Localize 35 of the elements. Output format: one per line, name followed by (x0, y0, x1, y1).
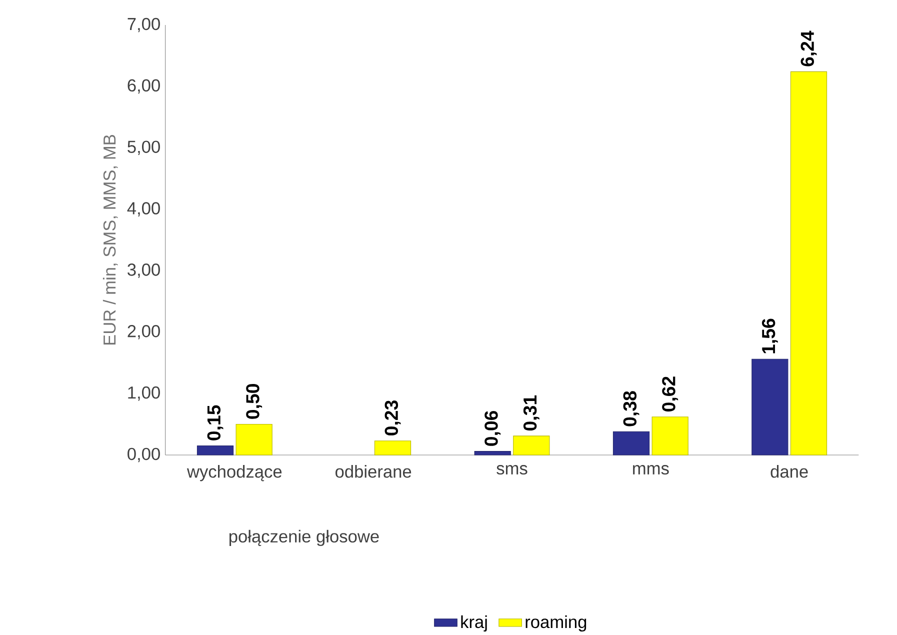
data-label: 0,31 (523, 395, 540, 430)
bar (790, 71, 828, 456)
data-label: 0,06 (484, 410, 501, 446)
data-label: 6,24 (800, 30, 817, 66)
bar (652, 416, 688, 456)
bar (474, 450, 511, 456)
x-tick-label: sms (496, 464, 528, 474)
data-label: 0,38 (623, 391, 640, 426)
x-tick-label: wychodzące (186, 464, 282, 482)
y-tick-label: 1,00 (128, 386, 160, 401)
y-axis-title: EUR / min, SMS, MMS, MB (102, 134, 118, 344)
data-label: 1,56 (762, 318, 778, 354)
y-tick-label: 3,00 (128, 263, 160, 278)
y-tick-label: 4,00 (127, 202, 160, 216)
bar (752, 358, 788, 456)
data-label: 0,23 (384, 400, 401, 436)
y-tick-label: 0,00 (128, 448, 160, 462)
y-tick-label: 2,00 (128, 324, 160, 340)
bar (374, 440, 412, 456)
bar (196, 445, 234, 456)
y-tick-label: 7,00 (128, 18, 160, 32)
legend-label: kraj (461, 615, 487, 632)
y-tick-label: 5,00 (128, 140, 160, 155)
text: połączenie głosowe (229, 530, 379, 546)
legend-label: roaming (526, 615, 586, 632)
x-tick-label: dane (770, 464, 808, 478)
y-tick-label: 6,00 (128, 79, 160, 94)
x-tick-label: odbierane (336, 464, 412, 478)
data-label: 0,15 (207, 405, 224, 440)
data-label: 0,62 (662, 376, 678, 412)
bar (513, 436, 550, 456)
bar (236, 424, 272, 456)
x-tick-label: mms (633, 464, 669, 474)
data-label: 0,50 (246, 384, 262, 419)
bar (612, 431, 650, 456)
